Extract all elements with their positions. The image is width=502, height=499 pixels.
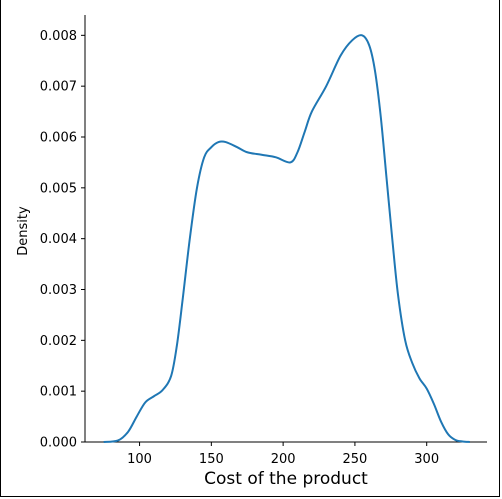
y-tick-label: 0.008: [40, 29, 77, 44]
y-tick-label: 0.001: [40, 385, 77, 400]
y-tick-label: 0.006: [40, 131, 77, 146]
x-tick-label: 200: [271, 452, 296, 467]
y-tick-label: 0.003: [40, 283, 77, 298]
x-tick-label: 150: [199, 452, 224, 467]
density-curve: [103, 34, 470, 443]
x-axis-ticks: 100 150 200 250 300: [127, 442, 439, 467]
y-tick-label: 0.004: [40, 232, 77, 247]
y-tick-label: 0.002: [40, 334, 77, 349]
y-axis-label: Density: [16, 206, 31, 256]
plot-area: [103, 34, 470, 443]
y-axis-ticks: 0.000 0.001 0.002 0.003 0.004 0.005 0.006 0.007…: [40, 29, 85, 451]
x-tick-label: 300: [414, 452, 439, 467]
x-axis-label: Cost of the product: [204, 469, 368, 489]
x-tick-label: 100: [127, 452, 152, 467]
x-tick-label: 250: [343, 452, 368, 467]
y-tick-label: 0.005: [40, 181, 77, 196]
axes: [84, 15, 487, 443]
y-tick-label: 0.007: [40, 80, 77, 95]
y-tick-label: 0.000: [40, 436, 77, 451]
